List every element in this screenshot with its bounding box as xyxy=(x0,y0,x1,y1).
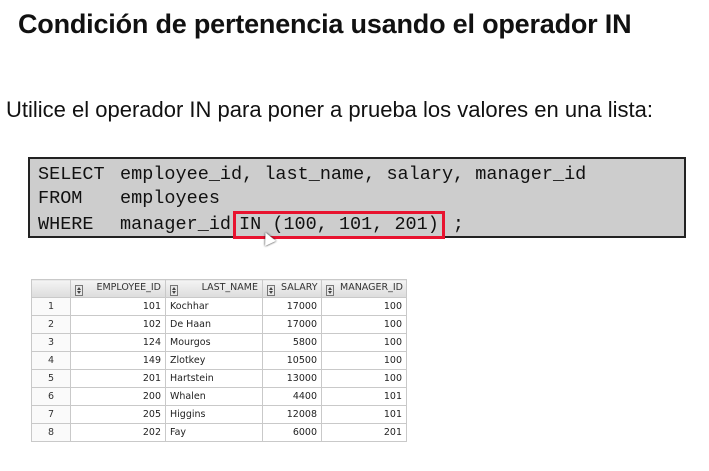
table-row[interactable]: 1 101 Kochhar 17000 100 xyxy=(31,297,407,316)
table-cell[interactable]: 5800 xyxy=(262,333,322,352)
sql-line-from: FROM employees xyxy=(38,187,220,211)
table-cell[interactable]: 101 xyxy=(70,297,166,316)
table-cell[interactable]: 100 xyxy=(321,315,407,334)
table-cell[interactable]: 201 xyxy=(70,369,166,388)
table-cell[interactable]: 17000 xyxy=(262,315,322,334)
sql-select-list: employee_id, last_name, salary, manager_… xyxy=(120,164,587,185)
sql-table-name: employees xyxy=(120,188,220,209)
sort-icon[interactable] xyxy=(267,284,275,296)
row-number-cell[interactable]: 5 xyxy=(31,369,71,388)
row-number-cell[interactable]: 7 xyxy=(31,405,71,424)
table-cell[interactable]: 12008 xyxy=(262,405,322,424)
column-header-salary[interactable]: SALARY xyxy=(262,279,322,298)
table-cell[interactable]: Higgins xyxy=(165,405,263,424)
sql-keyword-select: SELECT xyxy=(38,164,105,185)
table-cell[interactable]: 17000 xyxy=(262,297,322,316)
table-row[interactable]: 8 202 Fay 6000 201 xyxy=(31,423,407,442)
table-cell[interactable]: 10500 xyxy=(262,351,322,370)
row-number-header xyxy=(31,279,71,298)
row-number-cell[interactable]: 4 xyxy=(31,351,71,370)
table-cell[interactable]: 100 xyxy=(321,351,407,370)
sql-line-where: WHERE manager_id IN (100, 101, 201); xyxy=(38,211,464,239)
table-cell[interactable]: 124 xyxy=(70,333,166,352)
slide-title: Condición de pertenencia usando el opera… xyxy=(18,9,632,39)
sort-icon[interactable] xyxy=(170,284,178,296)
table-cell[interactable]: 205 xyxy=(70,405,166,424)
table-row[interactable]: 4 149 Zlotkey 10500 100 xyxy=(31,351,407,370)
sql-semicolon: ; xyxy=(452,214,464,235)
column-header-employee-id[interactable]: EMPLOYEE_ID xyxy=(70,279,166,298)
table-cell[interactable]: De Haan xyxy=(165,315,263,334)
in-condition-highlight: IN (100, 101, 201) xyxy=(233,211,445,239)
sql-keyword-where: WHERE xyxy=(38,214,94,235)
row-number-cell[interactable]: 2 xyxy=(31,315,71,334)
table-cell[interactable]: 13000 xyxy=(262,369,322,388)
row-number-cell[interactable]: 3 xyxy=(31,333,71,352)
column-header-last-name[interactable]: LAST_NAME xyxy=(165,279,263,298)
table-cell[interactable]: 200 xyxy=(70,387,166,406)
table-cell[interactable]: Zlotkey xyxy=(165,351,263,370)
table-cell[interactable]: Mourgos xyxy=(165,333,263,352)
table-cell[interactable]: 101 xyxy=(321,387,407,406)
table-row[interactable]: 6 200 Whalen 4400 101 xyxy=(31,387,407,406)
table-cell[interactable]: 100 xyxy=(321,333,407,352)
table-cell[interactable]: 101 xyxy=(321,405,407,424)
column-header-manager-id[interactable]: MANAGER_ID xyxy=(321,279,407,298)
results-header-row: EMPLOYEE_ID LAST_NAME SALARY MANAGER_ID xyxy=(31,279,407,298)
table-cell[interactable]: 102 xyxy=(70,315,166,334)
table-row[interactable]: 7 205 Higgins 12008 101 xyxy=(31,405,407,424)
table-cell[interactable]: 100 xyxy=(321,297,407,316)
table-row[interactable]: 2 102 De Haan 17000 100 xyxy=(31,315,407,334)
table-cell[interactable]: Kochhar xyxy=(165,297,263,316)
row-number-cell[interactable]: 8 xyxy=(31,423,71,442)
sql-code-box: SELECT employee_id, last_name, salary, ma… xyxy=(28,157,686,239)
sort-icon[interactable] xyxy=(75,284,83,296)
sql-line-select: SELECT employee_id, last_name, salary, ma… xyxy=(38,163,586,187)
sort-icon[interactable] xyxy=(326,284,334,296)
table-row[interactable]: 3 124 Mourgos 5800 100 xyxy=(31,333,407,352)
table-cell[interactable]: Whalen xyxy=(165,387,263,406)
table-cell[interactable]: Hartstein xyxy=(165,369,263,388)
results-body: 1 101 Kochhar 17000 100 2 102 De Haan 17000 100 3 1… xyxy=(31,297,407,442)
table-cell[interactable]: Fay xyxy=(165,423,263,442)
sql-keyword-from: FROM xyxy=(38,188,83,209)
row-number-cell[interactable]: 6 xyxy=(31,387,71,406)
results-table: EMPLOYEE_ID LAST_NAME SALARY MANAGER_ID … xyxy=(31,279,407,442)
table-cell[interactable]: 149 xyxy=(70,351,166,370)
table-cell[interactable]: 202 xyxy=(70,423,166,442)
table-cell[interactable]: 4400 xyxy=(262,387,322,406)
sql-where-column: manager_id xyxy=(120,214,232,235)
row-number-cell[interactable]: 1 xyxy=(31,297,71,316)
table-cell[interactable]: 6000 xyxy=(262,423,322,442)
table-cell[interactable]: 201 xyxy=(321,423,407,442)
table-cell[interactable]: 100 xyxy=(321,369,407,388)
table-row[interactable]: 5 201 Hartstein 13000 100 xyxy=(31,369,407,388)
intro-text: Utilice el operador IN para poner a prue… xyxy=(6,97,653,122)
